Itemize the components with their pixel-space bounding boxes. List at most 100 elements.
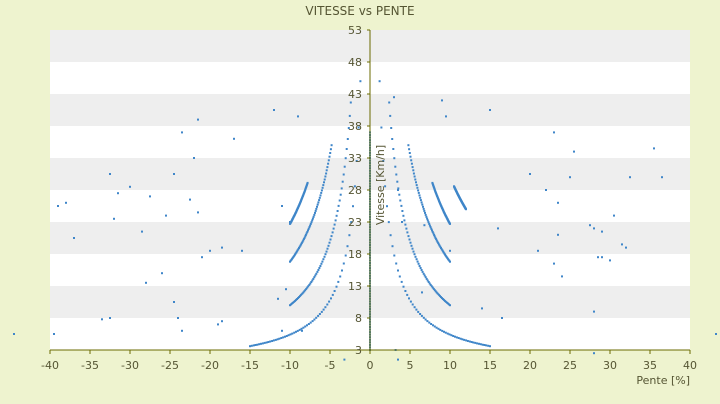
data-point bbox=[389, 114, 392, 117]
data-point bbox=[412, 169, 415, 172]
data-point bbox=[330, 297, 332, 300]
data-point bbox=[101, 318, 103, 321]
data-point bbox=[452, 335, 455, 337]
data-point bbox=[161, 272, 163, 275]
data-point bbox=[417, 191, 420, 194]
data-point bbox=[485, 344, 488, 347]
data-point bbox=[403, 219, 406, 222]
data-point bbox=[427, 221, 430, 224]
data-point bbox=[331, 231, 334, 234]
data-point bbox=[428, 224, 431, 227]
y-tick-label: 33 bbox=[348, 152, 362, 165]
data-point bbox=[293, 300, 296, 303]
data-point bbox=[300, 327, 303, 330]
data-point bbox=[436, 240, 439, 243]
data-point bbox=[322, 184, 325, 187]
data-point bbox=[455, 336, 458, 339]
data-point bbox=[397, 269, 399, 272]
data-point bbox=[435, 239, 438, 242]
data-point bbox=[433, 233, 436, 236]
data-point bbox=[320, 262, 323, 265]
data-point bbox=[393, 157, 396, 160]
data-point bbox=[298, 245, 301, 248]
data-point bbox=[302, 239, 305, 242]
data-point bbox=[448, 333, 451, 336]
data-point bbox=[569, 176, 571, 179]
data-point bbox=[408, 297, 410, 300]
data-point bbox=[429, 283, 432, 286]
data-point bbox=[302, 326, 305, 329]
data-point bbox=[487, 344, 490, 347]
data-point bbox=[289, 260, 291, 263]
data-point bbox=[461, 338, 464, 341]
data-point bbox=[402, 214, 405, 217]
data-point bbox=[481, 343, 484, 346]
data-point bbox=[301, 292, 304, 295]
data-point bbox=[557, 201, 559, 204]
data-point bbox=[479, 343, 482, 346]
y-tick-label: 43 bbox=[348, 88, 362, 101]
data-point bbox=[443, 330, 445, 333]
data-point bbox=[342, 262, 345, 265]
data-point bbox=[406, 293, 409, 296]
data-point bbox=[149, 195, 151, 198]
data-point bbox=[429, 226, 432, 229]
data-point bbox=[313, 318, 316, 321]
data-point bbox=[316, 205, 318, 208]
data-point bbox=[431, 286, 434, 289]
data-point bbox=[597, 256, 599, 259]
data-point bbox=[553, 131, 555, 134]
data-point bbox=[400, 204, 403, 207]
x-tick-label: -25 bbox=[161, 359, 179, 372]
data-point bbox=[388, 101, 391, 104]
data-point bbox=[189, 198, 191, 201]
data-point bbox=[197, 118, 199, 121]
data-point bbox=[307, 323, 310, 325]
data-point bbox=[293, 254, 296, 257]
data-point bbox=[338, 199, 341, 202]
data-point bbox=[252, 344, 255, 347]
x-tick-labels: -40 -35 -30 -25 -20 -15 -10 -5 0 5 10 15 20 25 30 35 40 bbox=[41, 359, 697, 372]
data-point bbox=[305, 232, 308, 235]
data-point bbox=[424, 213, 427, 216]
data-point bbox=[398, 193, 401, 196]
data-point bbox=[419, 199, 422, 202]
data-point bbox=[395, 262, 398, 265]
data-point bbox=[300, 293, 303, 296]
data-point bbox=[355, 160, 358, 162]
data-point bbox=[173, 301, 175, 303]
data-point bbox=[296, 249, 299, 252]
y-tick-label: 28 bbox=[348, 184, 362, 197]
data-point bbox=[425, 277, 428, 280]
x-tick-label: -10 bbox=[281, 359, 299, 372]
data-point bbox=[459, 337, 462, 340]
x-tick-label: 30 bbox=[603, 359, 617, 372]
data-point bbox=[326, 247, 329, 250]
data-point bbox=[653, 147, 655, 150]
data-point bbox=[465, 339, 468, 342]
data-point bbox=[289, 222, 291, 225]
data-point bbox=[277, 297, 279, 300]
data-point bbox=[314, 209, 317, 212]
data-point bbox=[424, 318, 427, 321]
x-tick-label: 35 bbox=[643, 359, 657, 372]
data-point bbox=[440, 247, 442, 249]
data-point bbox=[295, 251, 298, 254]
data-point bbox=[289, 221, 291, 223]
data-point bbox=[306, 324, 308, 327]
data-point bbox=[271, 340, 274, 342]
data-point bbox=[332, 227, 335, 230]
data-point bbox=[430, 285, 433, 288]
data-point bbox=[250, 344, 253, 347]
data-point bbox=[326, 303, 329, 306]
data-point bbox=[321, 186, 324, 189]
data-point bbox=[497, 227, 499, 230]
data-point bbox=[609, 259, 611, 262]
data-point bbox=[303, 290, 306, 293]
data-point bbox=[411, 166, 414, 169]
y-tick-label: 53 bbox=[348, 24, 362, 37]
data-point bbox=[318, 267, 321, 269]
data-point bbox=[489, 109, 491, 111]
data-point bbox=[419, 196, 422, 199]
